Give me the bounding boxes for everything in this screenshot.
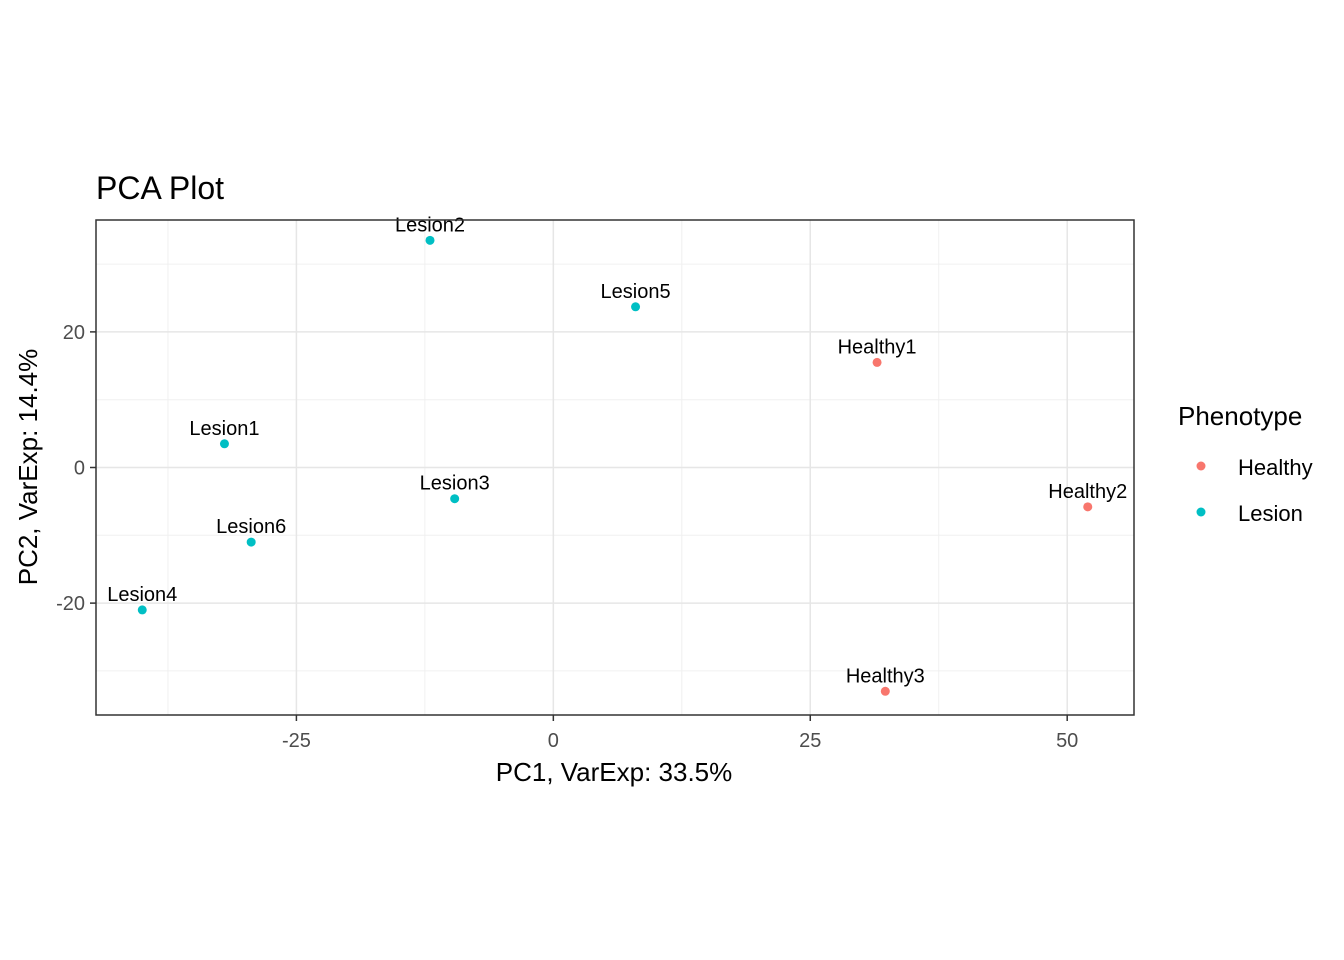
- legend: Phenotype Healthy Lesion: [1178, 401, 1313, 526]
- y-axis: -20 0 20: [56, 322, 96, 615]
- data-point-label: Healthy3: [846, 665, 925, 687]
- x-tick-label: 25: [799, 730, 821, 752]
- legend-key: [1196, 461, 1206, 471]
- y-axis-title: PC2, VarExp: 14.4%: [13, 349, 43, 586]
- legend-title: Phenotype: [1178, 401, 1302, 431]
- data-point-label: Lesion2: [395, 214, 465, 236]
- data-point: [137, 605, 147, 615]
- data-point: [246, 537, 256, 547]
- data-point: [880, 686, 890, 696]
- data-point: [450, 494, 460, 504]
- x-tick-label: -25: [282, 730, 311, 752]
- x-axis-title: PC1, VarExp: 33.5%: [496, 757, 733, 787]
- plot-area: Healthy1 Healthy2 Healthy3 Lesion1 Lesion2 Le…: [95, 214, 1135, 716]
- data-point-label: Lesion5: [601, 281, 671, 303]
- legend-entry-label: Lesion: [1238, 501, 1303, 526]
- point-labels: Healthy1 Healthy2 Healthy3 Lesion1 Lesion2 Le…: [107, 214, 1127, 687]
- data-point-label: Lesion1: [189, 418, 259, 440]
- data-point: [1083, 502, 1093, 512]
- data-point: [872, 357, 882, 367]
- x-tick-label: 0: [548, 730, 559, 752]
- data-point: [425, 235, 435, 245]
- y-tick-label: -20: [56, 593, 85, 615]
- legend-entry-label: Healthy: [1238, 455, 1313, 480]
- data-point-label: Healthy2: [1048, 481, 1127, 503]
- legend-entries: Healthy Lesion: [1196, 455, 1313, 526]
- grid-lines: [96, 220, 1134, 715]
- x-axis: -25 0 25 50: [282, 715, 1078, 752]
- data-point-label: Lesion6: [216, 516, 286, 538]
- data-point-label: Lesion4: [107, 584, 177, 606]
- x-tick-label: 50: [1056, 730, 1078, 752]
- data-point: [219, 439, 229, 449]
- data-point: [631, 302, 641, 312]
- legend-key: [1196, 507, 1206, 517]
- y-tick-label: 20: [63, 322, 85, 344]
- y-tick-label: 0: [74, 458, 85, 480]
- data-point-label: Healthy1: [838, 336, 917, 358]
- data-points: [137, 235, 1093, 696]
- data-point-label: Lesion3: [420, 473, 490, 495]
- chart-title: PCA Plot: [96, 170, 224, 206]
